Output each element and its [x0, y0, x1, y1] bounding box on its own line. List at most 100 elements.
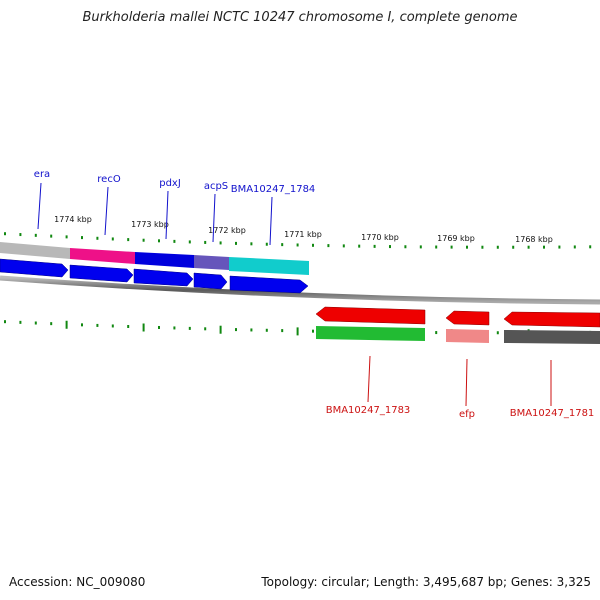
lower-tick-28 [435, 331, 438, 335]
upper-tick-2 [34, 233, 37, 237]
gene-label-era[interactable]: era [34, 169, 50, 180]
upper-tick-0 [4, 232, 6, 236]
recO-gene-arrow[interactable] [69, 264, 134, 283]
upper-tick-24 [373, 244, 376, 248]
recO-cog-bar[interactable] [70, 248, 135, 264]
chromosome-backbone [0, 275, 600, 305]
BMA10247_1783-gene-arrow[interactable] [315, 306, 426, 325]
lower-tick-0 [4, 320, 6, 324]
upper-tick-18 [281, 243, 284, 247]
lower-tick-9 [142, 323, 145, 332]
map-title: Burkholderia mallei NCTC 10247 chromosom… [82, 10, 518, 25]
upper-tick-4 [65, 235, 68, 239]
lower-tick-16 [250, 328, 253, 332]
kbp-label: 1768 kbp [515, 235, 553, 244]
upper-tick-34 [527, 245, 530, 249]
upper-tick-31 [481, 245, 484, 249]
pdxJ-cog-bar[interactable] [135, 252, 194, 268]
lower-tick-6 [96, 323, 99, 327]
forward-gene-track [0, 258, 309, 294]
upper-tick-38 [589, 245, 592, 249]
gene-label-recO[interactable]: recO [97, 174, 121, 185]
BMA10247_1781-gene-arrow[interactable] [503, 311, 600, 328]
lower-tick-20 [312, 329, 314, 333]
efp-cog-bar[interactable] [446, 329, 489, 343]
lower-tick-17 [265, 328, 268, 332]
upper-tick-22 [342, 244, 345, 248]
upper-tick-14 [219, 241, 222, 245]
upper-tick-6 [96, 236, 99, 240]
gene-labels: era recO pdxJ acpS BMA10247_1784 BMA1024… [34, 169, 595, 420]
upper-tick-35 [543, 245, 545, 249]
kbp-scale-labels: 1774 kbp 1773 kbp 1772 kbp 1771 kbp 1770 kbp… [54, 215, 553, 244]
lower-tick-1 [19, 320, 22, 324]
BMA10247_1784-leader [269, 196, 273, 246]
lower-tick-2 [34, 321, 37, 325]
upper-tick-1 [19, 233, 22, 237]
kbp-label: 1772 kbp [208, 226, 246, 235]
upper-tick-17 [265, 242, 268, 246]
accession-text: Accession: NC_009080 [9, 575, 146, 589]
efp-leader [465, 358, 468, 407]
BMA10247_1783-cog-bar[interactable] [316, 326, 425, 341]
lower-tick-4 [65, 320, 68, 329]
kbp-label: 1769 kbp [437, 234, 475, 243]
lower-tick-10 [158, 325, 160, 329]
BMA10247_1783-leader [367, 355, 371, 403]
topology-text: Topology: circular; Length: 3,495,687 bp… [261, 575, 591, 589]
lower-tick-19 [296, 327, 299, 336]
upper-tick-8 [127, 238, 130, 242]
upper-tick-21 [327, 244, 330, 248]
upper-tick-32 [496, 245, 499, 249]
upper-tick-28 [435, 245, 438, 249]
upper-tick-11 [173, 239, 176, 243]
upper-tick-7 [111, 237, 114, 241]
lower-tick-32 [496, 331, 499, 335]
upper-tick-20 [312, 243, 314, 247]
lower-tick-13 [204, 327, 207, 331]
upper-tick-9 [142, 238, 145, 242]
gene-label-acpS[interactable]: acpS [204, 181, 228, 192]
upper-tick-33 [512, 245, 515, 249]
acpS-gene-arrow[interactable] [193, 272, 228, 290]
pdxJ-gene-arrow[interactable] [133, 268, 194, 287]
BMA10247_1784-gene-arrow[interactable] [229, 275, 309, 294]
acpS-cog-bar[interactable] [194, 255, 229, 270]
upper-tick-27 [419, 245, 422, 249]
acpS-leader [212, 193, 216, 243]
upper-tick-19 [296, 243, 299, 247]
pdxJ-leader [165, 190, 169, 240]
gene-label-BMA10247_1783[interactable]: BMA10247_1783 [326, 405, 411, 416]
lower-tick-15 [235, 328, 237, 332]
reverse-cog-track [316, 326, 600, 344]
upper-tick-12 [188, 240, 191, 244]
lower-tick-3 [50, 322, 53, 326]
era-gene-arrow[interactable] [0, 258, 69, 278]
kbp-label: 1773 kbp [131, 220, 169, 229]
gene-label-BMA10247_1781[interactable]: BMA10247_1781 [510, 408, 595, 419]
gene-label-BMA10247_1784[interactable]: BMA10247_1784 [231, 184, 316, 195]
efp-gene-arrow[interactable] [445, 310, 490, 326]
forward-cog-track [0, 242, 309, 275]
era-cog-bar[interactable] [0, 242, 70, 259]
label-leaders [37, 182, 552, 407]
upper-tick-16 [250, 242, 253, 246]
lower-tick-7 [111, 324, 114, 328]
gene-label-efp[interactable]: efp [459, 409, 475, 420]
kbp-label: 1774 kbp [54, 215, 92, 224]
upper-tick-36 [558, 245, 561, 249]
lower-tick-8 [127, 324, 130, 328]
upper-tick-25 [389, 245, 391, 249]
upper-tick-29 [450, 245, 453, 249]
upper-tick-37 [573, 245, 576, 249]
upper-tick-5 [81, 236, 83, 240]
kbp-label: 1771 kbp [284, 230, 322, 239]
BMA10247_1784-cog-bar[interactable] [229, 257, 309, 275]
BMA10247_1781-cog-bar[interactable] [504, 330, 600, 344]
gene-label-pdxJ[interactable]: pdxJ [159, 178, 181, 189]
upper-tick-26 [404, 245, 407, 249]
lower-tick-18 [281, 329, 284, 333]
upper-tick-15 [235, 241, 237, 245]
recO-leader [104, 186, 109, 236]
upper-tick-23 [358, 244, 361, 248]
